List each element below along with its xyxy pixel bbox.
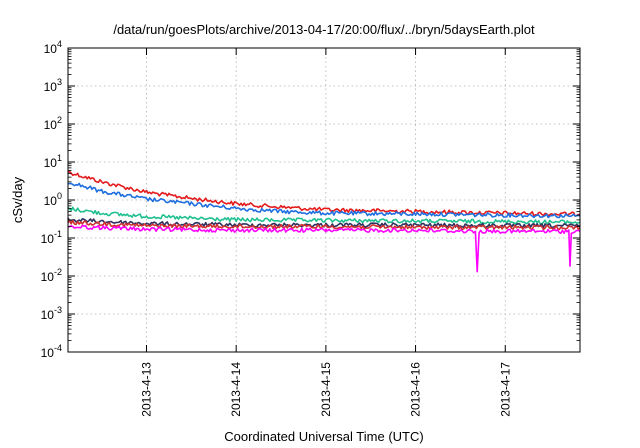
y-tick-exponent: 1	[57, 153, 62, 163]
y-tick-exponent: -4	[54, 343, 62, 353]
series-group	[67, 170, 581, 273]
series-line-2	[67, 182, 581, 219]
y-tick-base: 10	[41, 346, 55, 360]
y-tick-exponent: 2	[57, 115, 62, 125]
y-tick-base: 10	[44, 118, 58, 132]
series-line-5	[67, 219, 581, 231]
x-tick-label: 2013-4-17	[498, 362, 512, 417]
x-tick-label: 2013-4-14	[229, 362, 243, 417]
y-tick-base: 10	[41, 270, 55, 284]
y-tick-label: 103	[44, 77, 62, 94]
y-tick-exponent: -3	[54, 305, 62, 315]
y-tick-exponent: 3	[57, 77, 62, 87]
y-tick-label: 10-3	[41, 305, 62, 322]
y-tick-base: 10	[44, 42, 58, 56]
y-tick-label: 101	[44, 153, 62, 170]
x-tick-label: 2013-4-16	[409, 362, 423, 417]
y-tick-exponent: -2	[54, 267, 62, 277]
y-tick-base: 10	[41, 308, 55, 322]
grid	[68, 48, 580, 352]
y-tick-exponent: -1	[54, 229, 62, 239]
y-tick-exponent: 0	[57, 191, 62, 201]
y-tick-label: 10-2	[41, 267, 62, 284]
x-tick-label: 2013-4-13	[139, 362, 153, 417]
y-axis-label: cSv/day	[10, 176, 25, 223]
y-tick-label: 104	[44, 39, 62, 56]
y-tick-label: 102	[44, 115, 62, 132]
y-tick-base: 10	[44, 80, 58, 94]
x-axis: 2013-4-13 2013-4-14 2013-4-15 2013-4-16 2013…	[139, 48, 512, 417]
y-tick-base: 10	[44, 156, 58, 170]
x-tick-label: 2013-4-15	[319, 362, 333, 417]
series-line-6	[67, 224, 581, 273]
y-tick-label: 10-4	[41, 343, 62, 360]
x-axis-label: Coordinated Universal Time (UTC)	[224, 429, 423, 444]
y-tick-base: 10	[44, 194, 58, 208]
series-line-3	[67, 206, 581, 225]
series-line-1	[67, 170, 581, 217]
y-tick-exponent: 4	[57, 39, 62, 49]
chart-title: /data/run/goesPlots/archive/2013-04-17/2…	[113, 22, 535, 37]
y-tick-label: 10-1	[41, 229, 62, 246]
y-tick-base: 10	[41, 232, 55, 246]
y-tick-label: 100	[44, 191, 62, 208]
